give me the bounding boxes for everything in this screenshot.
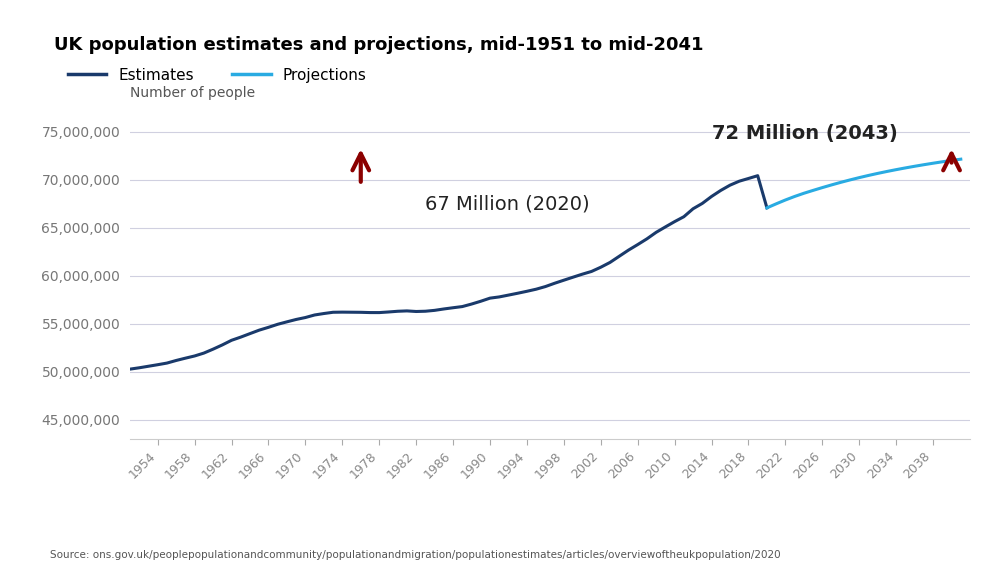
Text: 67 Million (2020): 67 Million (2020) xyxy=(425,194,590,213)
Legend: Estimates, Projections: Estimates, Projections xyxy=(62,61,373,89)
Text: 72 Million (2043): 72 Million (2043) xyxy=(712,124,897,143)
Text: Number of people: Number of people xyxy=(130,86,255,100)
Text: Source: ons.gov.uk/peoplepopulationandcommunity/populationandmigration/populatio: Source: ons.gov.uk/peoplepopulationandco… xyxy=(50,550,781,560)
Text: UK population estimates and projections, mid-1951 to mid-2041: UK population estimates and projections,… xyxy=(54,36,704,54)
